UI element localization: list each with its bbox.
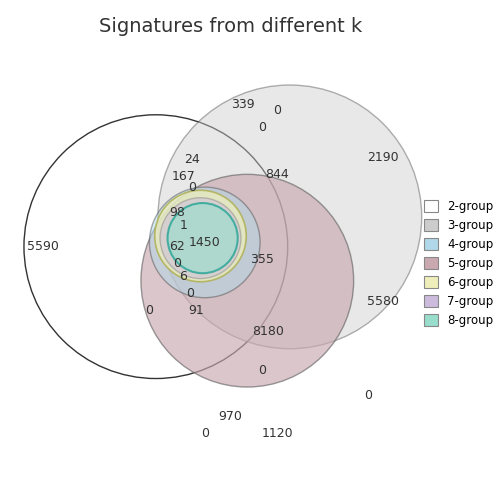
Text: 167: 167: [171, 170, 196, 183]
Text: 339: 339: [231, 98, 255, 111]
Circle shape: [150, 187, 260, 298]
Circle shape: [160, 198, 241, 279]
Text: 98: 98: [169, 206, 185, 219]
Text: 0: 0: [273, 104, 281, 117]
Text: 0: 0: [258, 121, 266, 134]
Text: 5590: 5590: [27, 240, 59, 253]
Text: 0: 0: [364, 389, 372, 402]
Text: 2190: 2190: [367, 151, 399, 164]
Text: 62: 62: [169, 240, 185, 253]
Text: 1120: 1120: [261, 427, 293, 440]
Text: 0: 0: [258, 363, 266, 376]
Text: 355: 355: [250, 253, 274, 266]
Text: 0: 0: [188, 180, 196, 194]
Text: 24: 24: [184, 153, 200, 166]
Legend: 2-group, 3-group, 4-group, 5-group, 6-group, 7-group, 8-group: 2-group, 3-group, 4-group, 5-group, 6-gr…: [424, 200, 493, 327]
Text: 5580: 5580: [367, 295, 399, 308]
Circle shape: [158, 85, 422, 349]
Circle shape: [155, 191, 246, 282]
Text: 844: 844: [265, 168, 289, 181]
Text: 91: 91: [188, 304, 204, 317]
Text: 6: 6: [179, 270, 187, 283]
Circle shape: [141, 174, 354, 387]
Text: 1: 1: [179, 219, 187, 232]
Text: 1450: 1450: [189, 236, 221, 249]
Title: Signatures from different k: Signatures from different k: [99, 17, 362, 36]
Text: 0: 0: [146, 304, 153, 317]
Text: 8180: 8180: [253, 325, 284, 338]
Text: 0: 0: [186, 287, 194, 300]
Text: 0: 0: [173, 257, 181, 270]
Circle shape: [167, 203, 238, 273]
Text: 970: 970: [218, 410, 242, 423]
Text: 0: 0: [201, 427, 209, 440]
